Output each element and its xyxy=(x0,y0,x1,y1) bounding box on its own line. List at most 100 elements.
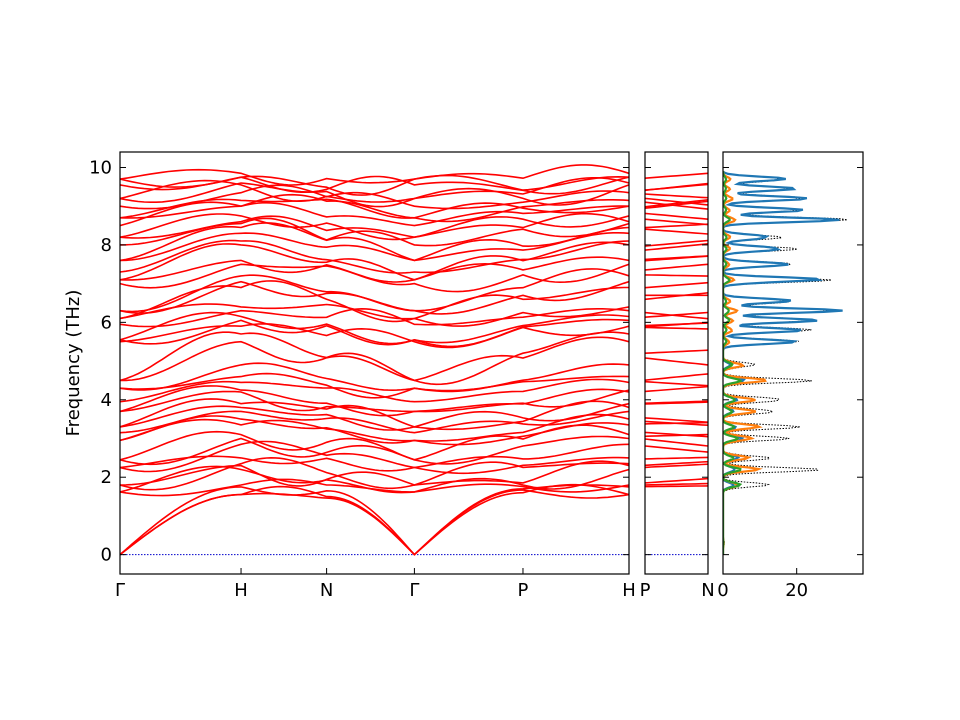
band-line-segment xyxy=(645,228,708,235)
band-line-segment xyxy=(645,281,708,289)
band-line-segment xyxy=(645,400,708,404)
x-tick-label: Γ xyxy=(409,580,419,601)
band-line-segment xyxy=(645,373,708,381)
band-line xyxy=(120,485,629,556)
band-line-segment xyxy=(645,263,708,271)
band-line xyxy=(120,388,629,413)
band-line xyxy=(120,456,629,491)
band-line-segment xyxy=(645,183,708,191)
band-line-segment xyxy=(645,199,708,208)
dos-panel: 0 20 xyxy=(717,151,864,601)
tick-marks-dos xyxy=(722,166,863,574)
band-line xyxy=(120,198,629,223)
band-line xyxy=(120,455,629,475)
band-line xyxy=(120,280,629,323)
band-line-segment xyxy=(645,193,708,199)
band-line-segment xyxy=(645,433,708,438)
band-line-segment xyxy=(645,201,708,210)
band-line-segment xyxy=(645,485,708,488)
band-line xyxy=(120,222,629,262)
band-line-segment xyxy=(645,243,708,251)
dos-curve xyxy=(723,171,743,555)
tick-marks-segment xyxy=(645,166,708,556)
band-line-segment xyxy=(645,349,708,354)
y-tick-label: 2 xyxy=(101,467,112,488)
band-line-segment xyxy=(645,438,708,447)
y-tick-label: 6 xyxy=(101,312,112,333)
band-line-segment xyxy=(645,385,708,393)
band-line xyxy=(120,378,629,403)
x-tick-label: Γ xyxy=(115,580,125,601)
x-tick-label-segment: P xyxy=(640,580,651,601)
x-tick-label-dos: 20 xyxy=(785,580,808,601)
band-line xyxy=(120,213,629,241)
band-line xyxy=(120,311,629,345)
tick-marks-main xyxy=(120,166,629,574)
y-axis-title: Frequency (THz) xyxy=(63,290,84,437)
band-line-segment xyxy=(645,311,708,320)
band-line-segment xyxy=(645,172,708,179)
band-line xyxy=(120,385,629,417)
x-tick-label: H xyxy=(622,580,636,601)
band-line-segment xyxy=(645,445,708,453)
y-tick-label: 10 xyxy=(89,157,112,178)
band-line xyxy=(120,372,629,399)
band-line-segment xyxy=(645,326,708,330)
plot-frame-main xyxy=(119,151,630,575)
plot-frame-segment xyxy=(644,151,709,575)
band-line-segment xyxy=(645,292,708,301)
band-line-segment xyxy=(645,197,708,206)
band-line-segment xyxy=(645,357,708,366)
band-line xyxy=(120,418,629,446)
x-tick-label: H xyxy=(234,580,248,601)
y-tick-label: 4 xyxy=(101,390,112,411)
band-line-segment xyxy=(645,460,708,467)
band-line xyxy=(120,362,629,393)
band-line-segment xyxy=(645,477,708,484)
tick-labels-dos: 0 20 xyxy=(717,580,808,601)
band-line xyxy=(120,336,629,382)
x-tick-label: P xyxy=(518,580,529,601)
band-line xyxy=(120,268,629,313)
x-tick-label-segment: N xyxy=(701,580,714,601)
band-line xyxy=(120,400,629,431)
band-line xyxy=(120,212,629,239)
x-tick-label-dos: 0 xyxy=(717,580,728,601)
band-line xyxy=(120,193,629,219)
band-line xyxy=(120,241,629,281)
band-line-segment xyxy=(645,431,708,438)
band-line xyxy=(120,303,629,327)
band-line-segment xyxy=(645,456,708,460)
band-line xyxy=(120,460,629,487)
band-line-segment xyxy=(645,420,708,426)
band-lines-segment xyxy=(645,172,708,556)
dos-curve xyxy=(723,171,848,555)
band-line xyxy=(120,410,629,434)
band-line-segment xyxy=(645,463,708,469)
x-tick-label: N xyxy=(320,580,333,601)
band-line xyxy=(120,331,629,386)
band-line xyxy=(120,440,629,473)
band-line-segment xyxy=(645,255,708,261)
band-lines-main xyxy=(120,164,629,556)
band-line xyxy=(120,201,629,227)
band-line-segment xyxy=(645,482,708,486)
band-panel-main: 0 2 4 6 8 10 Γ H N Γ P H xyxy=(89,151,636,601)
band-line-segment xyxy=(645,417,708,423)
band-line xyxy=(120,318,629,348)
band-line-segment xyxy=(645,380,708,387)
band-line-segment xyxy=(645,212,708,220)
band-line-segment xyxy=(645,239,708,247)
band-line xyxy=(120,256,629,283)
band-line xyxy=(120,435,629,466)
band-line-segment xyxy=(645,322,708,327)
band-line xyxy=(120,174,629,196)
band-line xyxy=(120,239,629,274)
plot-frame-dos xyxy=(722,151,864,575)
band-line xyxy=(120,164,629,186)
band-line-segment xyxy=(645,218,708,226)
band-line-segment xyxy=(645,223,708,229)
